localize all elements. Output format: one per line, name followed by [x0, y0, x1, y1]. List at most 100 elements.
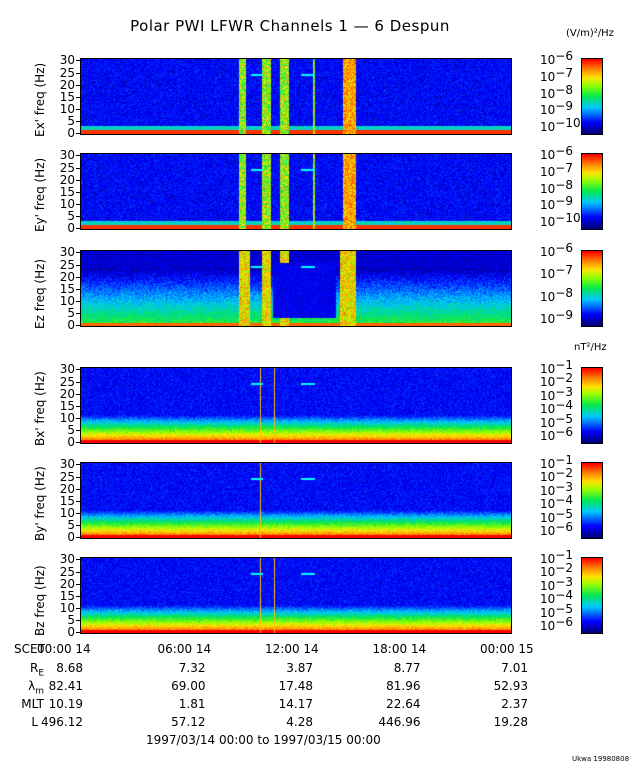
ephemeris-row-label: MLT: [21, 697, 44, 711]
spectrogram-panel: [80, 557, 512, 634]
y-tick-label: 30: [59, 362, 75, 377]
ephemeris-value: 8.77: [393, 661, 421, 675]
colorbar-exponent: −6: [555, 520, 573, 534]
colorbar-tick-label: 10−6: [540, 520, 573, 538]
spectrogram-image: [81, 558, 511, 633]
y-tick-mark: [76, 512, 81, 514]
spectrogram-panel: [80, 58, 512, 135]
colorbar-exponent: −5: [555, 411, 573, 426]
colorbar-exponent: −2: [555, 466, 573, 481]
colorbar-exponent: −6: [555, 49, 573, 63]
colorbar-tick-label: 10−3: [540, 384, 573, 403]
y-tick-label: 10: [59, 600, 75, 615]
y-tick-label: 5: [67, 208, 75, 223]
y-tick-label: 25: [59, 257, 75, 272]
colorbar-exponent: −7: [555, 65, 573, 80]
ephemeris-subscript: m: [35, 686, 44, 697]
colorbar-tick-label: 10−8: [540, 82, 573, 101]
y-tick-mark: [76, 583, 81, 585]
y-tick-label: 15: [59, 493, 75, 508]
colorbar-tick-label: 10−7: [540, 263, 573, 282]
y-tick-label: 10: [59, 196, 75, 211]
y-tick-mark: [76, 429, 81, 431]
ephemeris-value: 52.93: [493, 679, 528, 693]
y-tick-label: 30: [59, 552, 75, 567]
y-tick-label: 5: [67, 305, 75, 320]
ephemeris-row-label: RE: [29, 661, 44, 679]
y-tick-label: 20: [59, 481, 75, 496]
time-axis-label: SCET: [14, 642, 45, 656]
colorbar-exponent: −4: [555, 493, 573, 508]
y-tick-label: 15: [59, 281, 75, 296]
date-range: 1997/03/14 00:00 to 1997/03/15 00:00: [146, 733, 381, 747]
y-tick-label: 30: [59, 53, 75, 68]
y-tick-label: 15: [59, 184, 75, 199]
y-tick-label: 25: [59, 374, 75, 389]
y-tick-mark: [76, 84, 81, 86]
time-tick-label: 00:00 15: [480, 642, 534, 656]
y-tick-mark: [76, 381, 81, 383]
y-tick-label: 25: [59, 65, 75, 80]
y-tick-mark: [76, 191, 81, 193]
y-tick-mark: [76, 203, 81, 205]
time-tick-label: 12:00 14: [265, 642, 319, 656]
spectrogram-image: [81, 368, 511, 443]
y-tick-mark: [76, 120, 81, 122]
y-tick-mark: [76, 632, 81, 633]
colorbar-tick-label: 10−10: [540, 211, 581, 229]
colorbar-unit: nT²/Hz: [574, 342, 607, 353]
colorbar-tick-label: 10−6: [540, 144, 573, 162]
spectrogram-image: [81, 154, 511, 229]
colorbar-exponent: −9: [555, 99, 573, 114]
colorbar-tick-label: 10−6: [540, 241, 573, 259]
colorbar-tick-label: 10−10: [540, 116, 581, 134]
ephemeris-value: 7.01: [501, 661, 528, 675]
colorbar-exponent: −6: [555, 144, 573, 158]
y-tick-label: 25: [59, 564, 75, 579]
y-tick-mark: [76, 264, 81, 266]
spectrogram-panel: [80, 250, 512, 327]
y-tick-mark: [76, 133, 81, 134]
y-tick-mark: [76, 179, 81, 181]
colorbar-exponent: −3: [555, 479, 573, 494]
colorbar-unit: (V/m)²/Hz: [566, 28, 614, 39]
y-tick-mark: [76, 288, 81, 290]
time-tick-label: 06:00 14: [157, 642, 212, 656]
colorbar-exponent: −4: [555, 588, 573, 603]
y-tick-mark: [76, 595, 81, 597]
colorbar-exponent: −3: [555, 574, 573, 589]
y-tick-mark: [76, 442, 81, 443]
ephemeris-value: 69.00: [171, 679, 206, 693]
colorbar-exponent: −3: [555, 384, 573, 399]
y-tick-mark: [76, 276, 81, 278]
colorbar-tick-label: 10−4: [540, 588, 573, 607]
colorbar-tick-label: 10−2: [540, 371, 573, 390]
colorbar-exponent: −6: [555, 615, 573, 629]
y-tick-mark: [76, 325, 81, 326]
y-tick-mark: [76, 312, 81, 314]
y-tick-mark: [76, 215, 81, 217]
y-tick-label: 10: [59, 505, 75, 520]
y-tick-label: 30: [59, 457, 75, 472]
colorbar-tick-label: 10−6: [540, 615, 573, 633]
colorbar-exponent: −1: [555, 548, 573, 562]
y-tick-mark: [76, 537, 81, 538]
ephemeris-row-label: λm: [28, 679, 44, 697]
time-tick-label: 18:00 14: [372, 642, 427, 656]
y-tick-label: 10: [59, 410, 75, 425]
y-tick-label: 20: [59, 172, 75, 187]
ephemeris-value: 82.41: [48, 679, 83, 693]
ephemeris-value: 496.12: [41, 715, 83, 729]
y-tick-mark: [76, 488, 81, 490]
y-tick-label: 10: [59, 293, 75, 308]
colorbar: [581, 367, 603, 444]
colorbar-exponent: −10: [555, 116, 581, 130]
spectrogram-image: [81, 251, 511, 326]
y-tick-label: 5: [67, 612, 75, 627]
y-tick-mark: [76, 464, 81, 466]
y-tick-label: 5: [67, 113, 75, 128]
colorbar-tick-label: 10−2: [540, 466, 573, 485]
spectrogram-panel: [80, 462, 512, 539]
colorbar-exponent: −2: [555, 561, 573, 576]
ephemeris-value: 446.96: [378, 715, 421, 729]
